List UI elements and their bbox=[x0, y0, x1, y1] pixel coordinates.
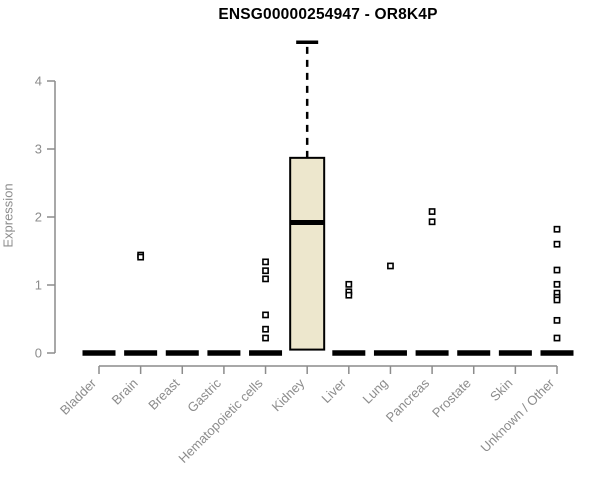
y-tick-label: 0 bbox=[35, 346, 42, 361]
collapsed-box bbox=[457, 350, 491, 356]
collapsed-box bbox=[82, 350, 116, 356]
collapsed-box bbox=[124, 350, 158, 356]
x-tick-label: Prostate bbox=[429, 376, 474, 421]
collapsed-box bbox=[332, 350, 366, 356]
collapsed-box bbox=[207, 350, 241, 356]
outlier-point bbox=[553, 240, 561, 248]
y-tick-label: 3 bbox=[35, 142, 42, 157]
outlier-point bbox=[553, 316, 561, 324]
collapsed-box bbox=[540, 350, 574, 356]
x-tick-label: Kidney bbox=[269, 375, 308, 414]
outlier-point bbox=[553, 296, 561, 304]
x-tick-label: Gastric bbox=[184, 375, 224, 415]
chart-title: ENSG00000254947 - OR8K4P bbox=[218, 6, 438, 23]
y-tick-label: 4 bbox=[35, 74, 42, 89]
box bbox=[289, 156, 326, 351]
x-tick-label: Liver bbox=[318, 375, 349, 406]
outlier-point bbox=[553, 280, 561, 288]
outlier-point bbox=[262, 258, 269, 266]
collapsed-box bbox=[498, 350, 532, 356]
outlier-point bbox=[428, 208, 436, 215]
outlier-point bbox=[553, 225, 561, 233]
outlier-point bbox=[553, 266, 561, 274]
outlier-point bbox=[262, 275, 269, 283]
x-tick-label: Skin bbox=[487, 376, 515, 404]
outlier-point bbox=[428, 218, 436, 226]
y-tick-label: 1 bbox=[35, 278, 42, 293]
x-tick-label: Unknown / Other bbox=[478, 375, 558, 455]
outlier-point bbox=[137, 253, 145, 261]
outlier-point bbox=[345, 291, 353, 299]
x-tick-label: Pancreas bbox=[383, 375, 433, 425]
x-tick-label: Bladder bbox=[57, 375, 100, 418]
outlier-point bbox=[262, 311, 269, 319]
y-tick-label: 2 bbox=[35, 210, 42, 225]
outlier-point bbox=[387, 262, 394, 270]
x-tick-label: Breast bbox=[145, 375, 182, 412]
outlier-point bbox=[262, 325, 269, 333]
outlier-point bbox=[262, 334, 269, 342]
collapsed-box bbox=[373, 350, 407, 356]
outlier-point bbox=[553, 334, 561, 342]
x-tick-label: Lung bbox=[360, 376, 391, 407]
collapsed-box bbox=[415, 350, 449, 356]
outlier-point bbox=[262, 267, 269, 275]
outlier-point bbox=[345, 280, 353, 288]
collapsed-box bbox=[165, 350, 199, 356]
collapsed-box bbox=[249, 350, 283, 356]
x-tick-label: Brain bbox=[109, 376, 141, 408]
